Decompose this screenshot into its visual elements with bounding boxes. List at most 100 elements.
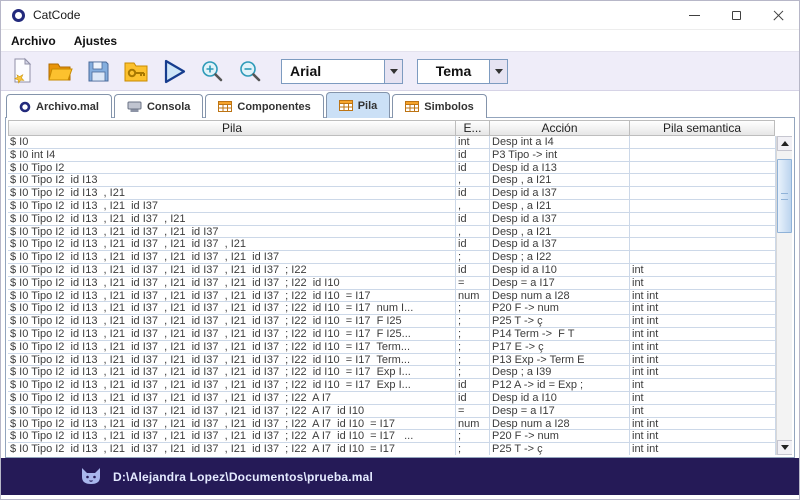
open-file-button[interactable] — [43, 55, 77, 87]
table-row[interactable]: $ I0 Tipo I2 id I13 , I21 id I37 , I21 i… — [8, 430, 776, 444]
table-row[interactable]: $ I0 int I4 id P3 Tipo -> int — [8, 148, 776, 162]
maximize-button[interactable] — [715, 1, 757, 30]
font-combo-arrow[interactable] — [384, 58, 403, 84]
table-cell[interactable]: id — [456, 379, 490, 392]
column-header[interactable]: Pila semantica — [630, 120, 775, 136]
theme-combo[interactable]: Tema — [417, 58, 508, 84]
column-header[interactable]: Pila — [8, 120, 456, 136]
table-cell[interactable]: Desp id a I37 — [490, 212, 630, 226]
table-cell[interactable]: ; — [456, 430, 490, 444]
table-cell[interactable]: $ I0 Tipo I2 id I13 , I21 id I37 , I21 i… — [8, 340, 456, 354]
table-cell[interactable] — [630, 251, 776, 264]
close-button[interactable] — [757, 1, 799, 30]
table-cell[interactable]: $ I0 Tipo I2 id I13 , I21 id I37 , I21 — [8, 212, 456, 226]
tab-archivo-mal[interactable]: Archivo.mal — [6, 94, 112, 118]
table-cell[interactable]: int — [630, 263, 776, 277]
table-cell[interactable]: P20 F -> num — [490, 430, 630, 444]
table-cell[interactable]: $ I0 Tipo I2 id I13 , I21 id I37 , I21 i… — [8, 276, 456, 290]
table-cell[interactable]: ; — [456, 315, 490, 328]
table-cell[interactable]: ; — [456, 366, 490, 380]
table-cell[interactable]: P20 F -> num — [490, 302, 630, 316]
table-cell[interactable]: $ I0 Tipo I2 — [8, 161, 456, 175]
table-cell[interactable]: $ I0 Tipo I2 id I13 , I21 id I37 , I21 i… — [8, 417, 456, 431]
table-cell[interactable]: ; — [456, 353, 490, 367]
table-cell[interactable]: ; — [456, 443, 490, 455]
table-cell[interactable]: Desp ; a I39 — [490, 366, 630, 380]
table-cell[interactable]: id — [456, 263, 490, 277]
table-row[interactable]: $ I0 Tipo I2 id I13 , I21 id I37 , I21 i… — [8, 263, 776, 277]
table-cell[interactable]: P12 A -> id = Exp ; — [490, 379, 630, 392]
table-row[interactable]: $ I0 Tipo I2 id I13 , I21 id I37 , I21 i… — [8, 391, 776, 405]
table-cell[interactable]: Desp num a I28 — [490, 417, 630, 431]
table-cell[interactable]: P3 Tipo -> int — [490, 148, 630, 162]
menu-archivo[interactable]: Archivo — [11, 33, 56, 48]
table-cell[interactable]: id — [456, 187, 490, 200]
table-cell[interactable]: , — [456, 199, 490, 213]
table-cell[interactable]: $ I0 Tipo I2 id I13 , I21 id I37 , I21 i… — [8, 263, 456, 277]
vertical-scrollbar[interactable] — [776, 136, 792, 455]
table-cell[interactable]: P17 E -> ç — [490, 340, 630, 354]
run-button[interactable] — [157, 55, 191, 87]
table-cell[interactable]: $ I0 Tipo I2 id I13 , I21 id I37 , I21 i… — [8, 327, 456, 341]
table-cell[interactable]: $ I0 Tipo I2 id I13 , I21 id I37 , I21 i… — [8, 353, 456, 367]
table-cell[interactable]: int int — [630, 417, 776, 431]
column-header[interactable]: E... — [456, 120, 490, 136]
table-cell[interactable]: $ I0 Tipo I2 id I13 , I21 id I37 , I21 i… — [8, 238, 456, 252]
tab-consola[interactable]: Consola — [113, 94, 204, 118]
theme-combo-value[interactable]: Tema — [417, 58, 489, 84]
table-row[interactable]: $ I0 Tipo I2 id I13 , I21 id I37 , I21 i… — [8, 404, 776, 418]
table-cell[interactable]: id — [456, 391, 490, 405]
menu-ajustes[interactable]: Ajustes — [73, 33, 118, 48]
table-cell[interactable]: int — [630, 379, 776, 392]
table-row[interactable]: $ I0 Tipo I2 id I13, Desp , a I21 — [8, 174, 776, 188]
table-cell[interactable] — [630, 136, 776, 149]
table-cell[interactable] — [630, 199, 776, 213]
theme-combo-arrow[interactable] — [489, 58, 508, 84]
table-row[interactable]: $ I0 Tipo I2 id I13 , I21 id Desp id a I37 — [8, 187, 776, 200]
table-row[interactable]: $ I0 Tipo I2 id I13 , I21 id I37 , I21 i… — [8, 443, 776, 455]
table-row[interactable]: $ I0 Tipo I2 id Desp id a I13 — [8, 161, 776, 175]
table-cell[interactable]: ; — [456, 251, 490, 264]
table-cell[interactable]: Desp , a I21 — [490, 225, 630, 239]
table-row[interactable]: $ I0 Tipo I2 id I13 , I21 id I37 , I21 id… — [8, 212, 776, 226]
open-project-button[interactable] — [119, 55, 153, 87]
table-cell[interactable]: $ I0 Tipo I2 id I13 , I21 — [8, 187, 456, 200]
column-header[interactable]: Acción — [490, 120, 630, 136]
save-button[interactable] — [81, 55, 115, 87]
table-row[interactable]: $ I0 Tipo I2 id I13 , I21 id I37, Desp , … — [8, 199, 776, 213]
table-cell[interactable]: id — [456, 212, 490, 226]
table-cell[interactable]: , — [456, 225, 490, 239]
table-row[interactable]: $ I0 Tipo I2 id I13 , I21 id I37 , I21 i… — [8, 327, 776, 341]
table-cell[interactable]: = — [456, 404, 490, 418]
table-cell[interactable]: $ I0 Tipo I2 id I13 , I21 id I37 , I21 i… — [8, 404, 456, 418]
table-cell[interactable]: num — [456, 417, 490, 431]
table-cell[interactable] — [630, 174, 776, 188]
table-cell[interactable]: P25 T -> ç — [490, 443, 630, 455]
table-cell[interactable]: id — [456, 238, 490, 252]
table-cell[interactable]: ; — [456, 302, 490, 316]
table-cell[interactable]: id — [456, 148, 490, 162]
table-cell[interactable] — [630, 212, 776, 226]
scrollbar-down-button[interactable] — [777, 440, 792, 455]
table-cell[interactable]: $ I0 Tipo I2 id I13 , I21 id I37 , I21 i… — [8, 443, 456, 455]
zoom-in-button[interactable] — [195, 55, 229, 87]
table-cell[interactable]: Desp = a I17 — [490, 404, 630, 418]
table-cell[interactable]: Desp id a I10 — [490, 391, 630, 405]
table-cell[interactable] — [630, 187, 776, 200]
table-cell[interactable]: int int — [630, 340, 776, 354]
table-row[interactable]: $ I0 Tipo I2 id I13 , I21 id I37 , I21 i… — [8, 340, 776, 354]
table-cell[interactable] — [630, 148, 776, 162]
table-row[interactable]: $ I0 Tipo I2 id I13 , I21 id I37 , I21 i… — [8, 366, 776, 380]
table-row[interactable]: $ I0 Tipo I2 id I13 , I21 id I37 , I21 i… — [8, 379, 776, 392]
table-cell[interactable]: $ I0 Tipo I2 id I13 , I21 id I37 , I21 i… — [8, 379, 456, 392]
table-cell[interactable]: int — [456, 136, 490, 149]
table-cell[interactable]: Desp id a I37 — [490, 187, 630, 200]
table-cell[interactable]: $ I0 Tipo I2 id I13 — [8, 174, 456, 188]
table-cell[interactable]: = — [456, 276, 490, 290]
table-row[interactable]: $ I0 Tipo I2 id I13 , I21 id I37 , I21 i… — [8, 238, 776, 252]
table-cell[interactable]: int int — [630, 353, 776, 367]
table-cell[interactable]: int int — [630, 315, 776, 328]
table-cell[interactable]: Desp ; a I22 — [490, 251, 630, 264]
tab-simbolos[interactable]: Simbolos — [392, 94, 487, 118]
font-combo-value[interactable]: Arial — [281, 58, 384, 84]
